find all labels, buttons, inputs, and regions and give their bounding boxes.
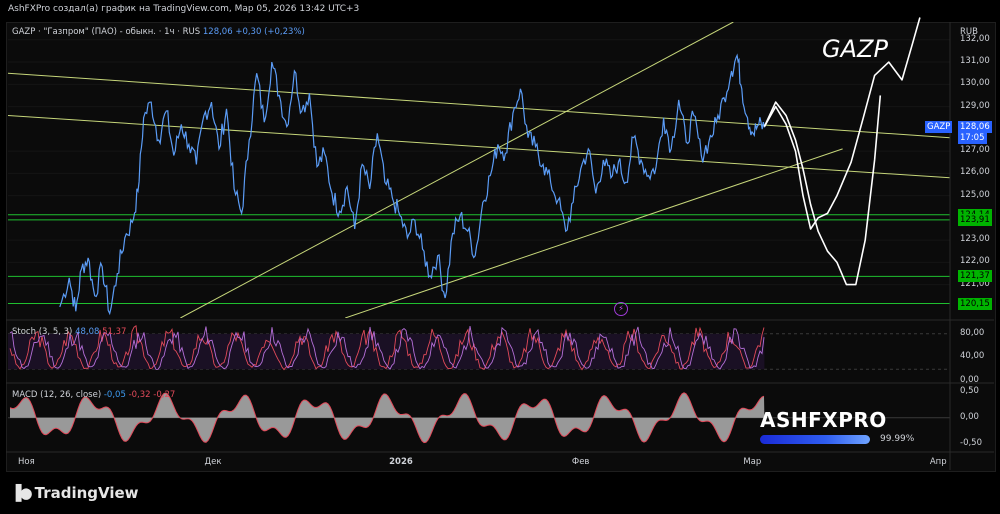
price-line xyxy=(59,53,765,316)
price-change: +0,30 (+0,23%) xyxy=(235,27,305,37)
stoch-k-value: 48,08 xyxy=(75,327,100,337)
stoch-panel xyxy=(8,324,950,371)
trendline xyxy=(345,148,843,318)
horizontal-levels xyxy=(8,214,950,305)
last-price: 128,06 xyxy=(202,27,233,37)
time-tick: 2026 xyxy=(389,457,413,467)
flash-event-icon[interactable]: ⚡ xyxy=(614,302,628,316)
macd-histogram xyxy=(10,392,765,443)
tradingview-logo-icon: ▐● xyxy=(10,484,33,502)
macd-tick: 0,00 xyxy=(960,411,979,422)
last-price-symbol-tag: GAZP xyxy=(925,121,953,134)
trendline xyxy=(8,114,950,179)
macd-panel xyxy=(8,392,950,444)
price-tick: 131,00 xyxy=(960,56,990,67)
tradingview-logo[interactable]: ▐● TradingView xyxy=(10,484,139,502)
stoch-k-line xyxy=(9,326,765,370)
chart-frame xyxy=(6,22,996,472)
time-tick: Ноя xyxy=(18,457,35,467)
price-tick: 127,00 xyxy=(960,145,990,156)
last-price-tag: 128,06 xyxy=(958,121,992,134)
price-tick: 126,00 xyxy=(960,167,990,178)
level-tag: 121,37 xyxy=(958,270,992,283)
author-line: AshFXPro создал(а) график на TradingView… xyxy=(8,4,360,14)
macd-signal-value: -0,27 xyxy=(153,390,176,400)
watermark-title: ASHFXPRO xyxy=(760,408,887,432)
drawn-paths xyxy=(763,17,921,286)
brand-name: TradingView xyxy=(34,484,139,502)
price-tick: 123,00 xyxy=(960,234,990,245)
projection-path xyxy=(763,95,882,286)
macd-hist-value: -0,05 xyxy=(103,390,126,400)
stoch-tick: 80,00 xyxy=(960,327,985,338)
trendline xyxy=(8,72,950,139)
projection-path xyxy=(763,17,921,230)
level-tag: 123,91 xyxy=(958,213,992,226)
watermark-percent: 99.99% xyxy=(880,434,915,444)
time-tick: Дек xyxy=(204,457,222,467)
currency-label[interactable]: RUB xyxy=(960,27,978,37)
macd-tick: -0,50 xyxy=(960,437,982,448)
price-series xyxy=(59,53,765,316)
symbol-name[interactable]: GAZP · "Газпром" (ПАО) - обыкн. · 1ч · R… xyxy=(12,27,201,37)
panel-separators xyxy=(6,22,994,470)
symbol-annotation: GAZP xyxy=(822,35,888,63)
trendlines xyxy=(8,22,950,318)
time-tick: Апр xyxy=(929,457,947,467)
trendline xyxy=(180,22,734,318)
macd-tick: 0,50 xyxy=(960,385,979,396)
symbol-line: GAZP · "Газпром" (ПАО) - обыкн. · 1ч · R… xyxy=(12,27,305,37)
grid-lines xyxy=(8,39,950,286)
price-tick: 121,00 xyxy=(960,278,990,289)
stoch-d-value: 51,37 xyxy=(102,327,127,337)
time-tick: Мар xyxy=(743,457,762,467)
macd-line-value: -0,32 xyxy=(128,390,151,400)
stoch-tick: 40,00 xyxy=(960,351,985,362)
macd-line xyxy=(9,392,765,444)
price-tick: 130,00 xyxy=(960,78,990,89)
price-tick: 122,00 xyxy=(960,256,990,267)
last-price-time-tag: 17:05 xyxy=(958,132,987,145)
macd-title[interactable]: MACD (12, 26, close) -0,05 -0,32 -0,27 xyxy=(12,390,176,400)
time-tick: Фев xyxy=(571,457,590,467)
price-tick: 125,00 xyxy=(960,189,990,200)
price-tick: 129,00 xyxy=(960,100,990,111)
price-tick: 132,00 xyxy=(960,33,990,44)
stoch-d-line xyxy=(9,324,765,371)
watermark-progress-bar xyxy=(760,435,870,444)
stoch-title[interactable]: Stoch (3, 5, 3) 48,08 51,37 xyxy=(12,327,127,337)
stoch-tick: 0,00 xyxy=(960,375,979,385)
level-tag: 120,15 xyxy=(958,297,992,310)
